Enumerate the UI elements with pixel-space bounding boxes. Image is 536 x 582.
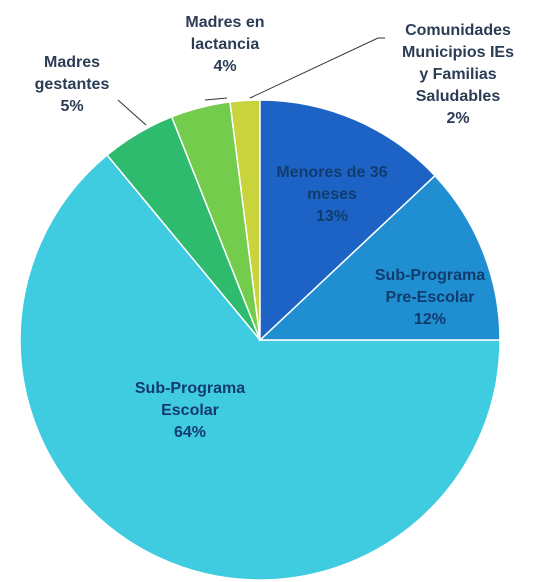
value-label: 4% [213,58,237,75]
category-label: Madres gestantes [34,54,110,93]
pie-slice [258,174,501,341]
leader-line [204,97,228,101]
category-label: Madres en lactancia [185,14,265,53]
slice-label: Sub-Programa Pre-Escolar 12% [360,265,500,331]
category-label: Sub-Programa Escolar [134,380,246,419]
slice-label: Menores de 36 meses 13% [265,162,400,228]
slice-label: Madres en lactancia 4% [170,12,280,78]
pie-slice [19,154,501,581]
leader-line [249,37,385,99]
value-label: 64% [173,424,207,441]
slice-label: Madres gestantes 5% [22,52,122,118]
category-label: Menores de 36 meses [276,164,388,203]
leader-line [117,99,147,126]
value-label: 13% [315,208,349,225]
value-label: 5% [60,98,84,115]
category-label: Comunidades Municipios IEs y Familias Sa… [401,22,514,105]
category-label: Sub-Programa Pre-Escolar [374,267,486,306]
slice-label: Sub-Programa Escolar 64% [120,378,260,444]
value-label: 2% [446,110,470,127]
pie-slice [259,99,437,342]
slice-label: Comunidades Municipios IEs y Familias Sa… [396,20,521,130]
value-label: 12% [413,311,447,328]
